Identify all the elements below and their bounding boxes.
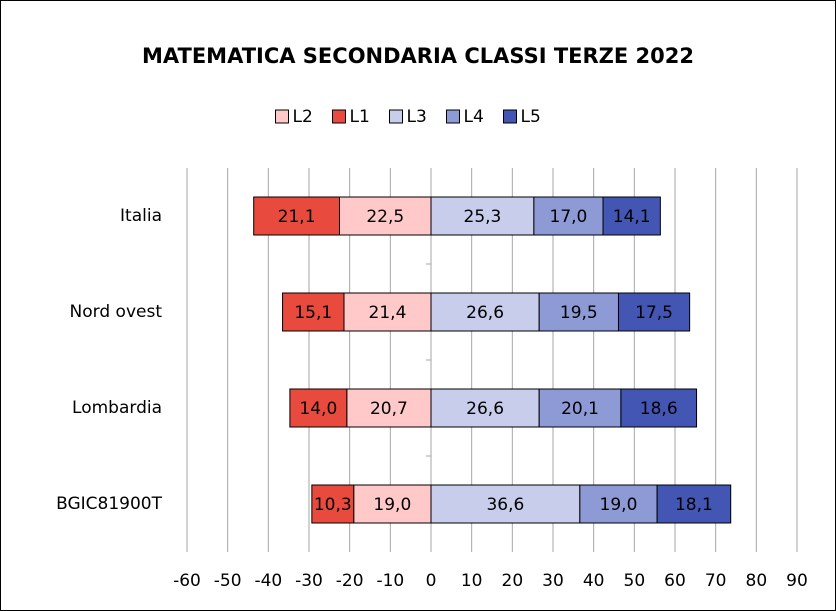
- bar-segment: [430, 292, 540, 332]
- data-label: 10,3: [314, 495, 352, 515]
- x-tick-label: 50: [624, 571, 646, 591]
- y-tick-label: BGIC81900T: [56, 494, 163, 514]
- x-tick-label: 60: [664, 571, 686, 591]
- bar-segment: [430, 484, 581, 524]
- data-label: 14,1: [613, 207, 651, 227]
- bar-segment: [289, 388, 348, 428]
- x-tick-label: 20: [502, 571, 524, 591]
- bar-segment: [538, 292, 619, 332]
- x-tick-label: 30: [542, 571, 564, 591]
- x-tick-label: 10: [461, 571, 483, 591]
- x-tick-label: -50: [214, 571, 242, 591]
- legend-label: L4: [464, 107, 484, 127]
- data-label: 18,6: [640, 399, 678, 419]
- chart-title: MATEMATICA SECONDARIA CLASSI TERZE 2022: [142, 44, 694, 68]
- bar-segment: [346, 388, 432, 428]
- bar-segment: [339, 196, 432, 236]
- x-tick-label: 90: [786, 571, 808, 591]
- data-label: 14,0: [299, 399, 337, 419]
- data-label: 19,5: [560, 303, 598, 323]
- data-label: 21,4: [369, 303, 407, 323]
- bar-segment: [353, 484, 432, 524]
- bar-segment: [430, 388, 540, 428]
- legend-swatch: [332, 109, 346, 124]
- data-label: 17,0: [550, 207, 588, 227]
- y-tick-label: Nord ovest: [70, 302, 163, 322]
- x-tick-label: -20: [336, 571, 364, 591]
- data-label: 18,1: [675, 495, 713, 515]
- x-tick-label: 80: [746, 571, 768, 591]
- data-label: 19,0: [600, 495, 638, 515]
- data-label: 17,5: [635, 303, 673, 323]
- bar-segment: [253, 196, 340, 236]
- legend-label: L1: [350, 107, 370, 127]
- data-label: 22,5: [366, 207, 404, 227]
- x-tick-label: 70: [705, 571, 727, 591]
- data-label: 21,1: [278, 207, 316, 227]
- data-label: 26,6: [466, 399, 504, 419]
- y-tick-label: Lombardia: [72, 398, 162, 418]
- data-label: 20,1: [561, 399, 599, 419]
- bar-segment: [656, 484, 732, 524]
- x-tick-label: -40: [254, 571, 282, 591]
- legend-label: L5: [521, 107, 541, 127]
- legend-label: L3: [407, 107, 427, 127]
- x-tick-label: 40: [583, 571, 605, 591]
- data-label: 36,6: [486, 495, 524, 515]
- legend-swatch: [503, 109, 517, 124]
- bar-segment: [602, 196, 661, 236]
- data-label: 25,3: [464, 207, 502, 227]
- x-tick-label: -10: [376, 571, 404, 591]
- legend-label: L2: [293, 107, 313, 127]
- legend-swatch: [446, 109, 460, 124]
- data-label: 15,1: [294, 303, 332, 323]
- x-tick-label: -30: [295, 571, 323, 591]
- bar-segment: [311, 484, 355, 524]
- bar-segment: [579, 484, 658, 524]
- bar-segment: [282, 292, 345, 332]
- x-tick-label: 0: [426, 571, 437, 591]
- bar-segment: [620, 388, 698, 428]
- legend-swatch: [389, 109, 403, 124]
- data-label: 20,7: [370, 399, 408, 419]
- legend-swatch: [275, 109, 289, 124]
- bar-segment: [617, 292, 691, 332]
- x-tick-label: -60: [173, 571, 201, 591]
- data-label: 26,6: [466, 303, 504, 323]
- y-tick-label: Italia: [120, 206, 162, 226]
- data-label: 19,0: [373, 495, 411, 515]
